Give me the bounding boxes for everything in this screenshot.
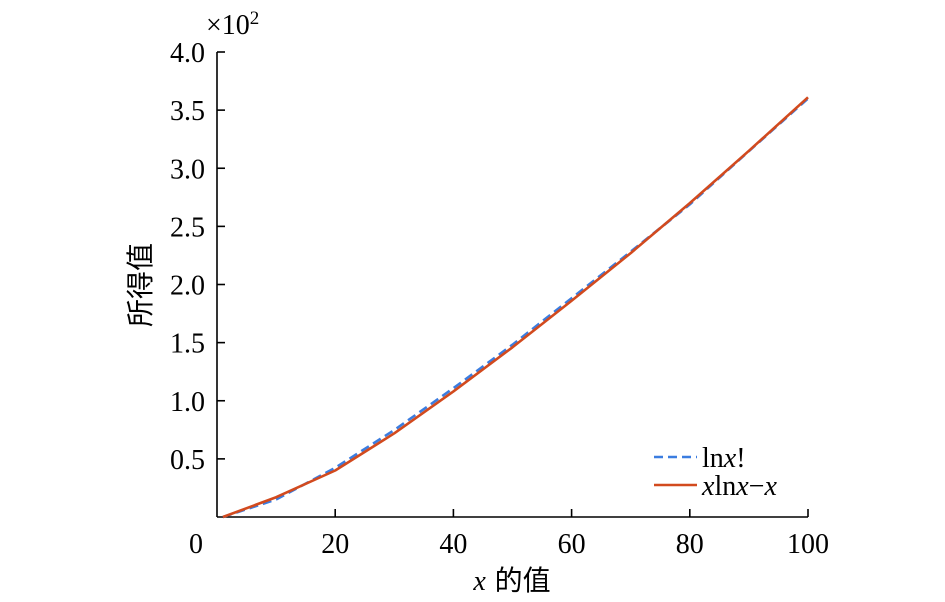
x-axis-title-suffix: 的值 (486, 564, 551, 597)
y-tick-label: 2.5 (170, 212, 205, 243)
y-ticks: 0.5 1.0 1.5 2.0 2.5 3.0 3.5 4.0 (170, 38, 225, 476)
y-axis-multiplier-exponent: 2 (250, 8, 260, 29)
y-tick-label: 0.5 (170, 445, 205, 476)
legend: lnx!xlnx−x (654, 443, 777, 502)
y-tick-label: 3.5 (170, 96, 205, 127)
series-layer (222, 96, 809, 519)
y-tick-label: 2.0 (170, 271, 205, 302)
x-tick-label: 40 (439, 529, 467, 560)
x-ticks: 0 20 40 60 80 100 (189, 509, 829, 560)
x-tick-label: 60 (558, 529, 586, 560)
y-axis-multiplier: ×102 (206, 8, 259, 41)
y-tick-label: 1.5 (170, 329, 205, 360)
x-axis-title-variable: x (472, 566, 486, 597)
y-axis-multiplier-base: ×10 (206, 10, 250, 41)
x-axis-title: x 的值 (472, 564, 550, 597)
x-tick-label: 80 (676, 529, 704, 560)
y-tick-label: 4.0 (170, 38, 205, 69)
legend-label: lnx! (702, 443, 746, 474)
series-line-xlnx-minus-x (222, 96, 809, 519)
legend-label: xlnx−x (701, 471, 777, 502)
y-axis-title: 所得值 (124, 243, 157, 327)
x-tick-label: 20 (321, 529, 349, 560)
y-tick-label: 1.0 (170, 387, 205, 418)
x-tick-label: 100 (787, 529, 829, 560)
x-tick-label: 0 (189, 529, 203, 560)
y-tick-label: 3.0 (170, 154, 205, 185)
